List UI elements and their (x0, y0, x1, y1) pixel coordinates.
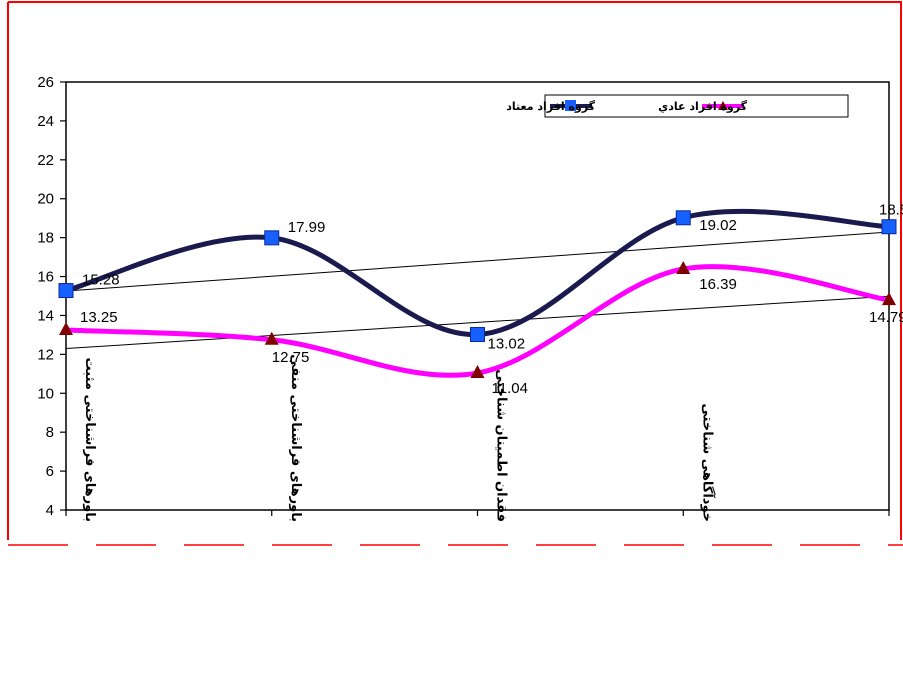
y-tick-label: 18 (37, 230, 54, 247)
data-label-series-2: 14.79 (869, 309, 903, 326)
y-tick-label: 4 (46, 502, 54, 519)
data-point-series-2 (470, 365, 485, 379)
trendline-series-2 (65, 295, 890, 350)
data-point-series-1 (675, 210, 691, 226)
data-label-series-1: 17.99 (288, 219, 326, 236)
y-tick-label: 24 (37, 113, 54, 130)
x-category-label: باورهای فراشناختی مثبت (82, 358, 97, 522)
legend-label-series-2: گروه افراد عادي (658, 100, 747, 113)
legend-entry-series-2: گروه افراد عادي (658, 100, 747, 113)
y-tick-label: 22 (37, 152, 54, 169)
x-category-label: خودآگاهی شناختی (699, 403, 716, 522)
data-label-series-2: 11.04 (492, 380, 528, 397)
legend-marker-series-2 (718, 101, 728, 110)
data-label-series-1: 19.02 (699, 217, 737, 234)
data-label-series-1: 15.28 (82, 272, 120, 289)
x-category-label: فقدان اطمینان شناختی (494, 369, 509, 522)
data-label-series-2: 12.75 (272, 349, 310, 366)
y-tick-label: 26 (37, 74, 54, 91)
series-markers (58, 210, 897, 379)
y-tick-label: 10 (37, 385, 54, 402)
legend-label-series-1: گروه افراد معتاد (506, 100, 595, 113)
y-tick-label: 14 (37, 307, 54, 324)
y-tick-label: 8 (46, 424, 54, 441)
data-label-series-1: 18.56 (879, 202, 903, 219)
data-point-series-1 (881, 219, 897, 235)
y-tick-label: 20 (37, 191, 54, 208)
trendline-series-1 (65, 231, 890, 292)
data-point-series-1 (264, 230, 280, 246)
data-point-series-2 (882, 292, 896, 306)
plot-area (65, 81, 890, 511)
data-label-series-2: 16.39 (699, 276, 737, 293)
trendlines (65, 231, 890, 350)
data-point-series-2 (264, 331, 279, 345)
data-point-series-2 (59, 322, 73, 336)
data-point-series-1 (470, 327, 485, 343)
x-category-label: باورهای فراشناختی منفی (288, 354, 303, 522)
data-point-series-1 (58, 283, 74, 299)
y-tick-label: 12 (37, 346, 54, 363)
legend-entry-series-1: گروه افراد معتاد (506, 100, 596, 113)
y-axis: 4 6 8 10 12 14 16 18 20 22 24 26 (37, 74, 66, 519)
legend: گروه افراد معتاد گروه افراد عادي (506, 94, 849, 118)
data-label-series-2: 13.25 (80, 309, 118, 326)
y-tick-label: 16 (37, 269, 54, 286)
data-label-series-1: 13.02 (488, 336, 526, 353)
data-labels: 15.28 17.99 13.02 19.02 18.56 13.25 12.75 11.04… (80, 202, 903, 397)
legend-box (544, 94, 849, 118)
data-point-series-2 (676, 260, 691, 274)
x-axis: باورهای فراشناختی مثبت باورهای فراشناختی … (65, 354, 890, 522)
y-tick-label: 6 (46, 463, 54, 480)
chart-frame (7, 1, 902, 540)
legend-marker-series-1 (565, 100, 576, 111)
